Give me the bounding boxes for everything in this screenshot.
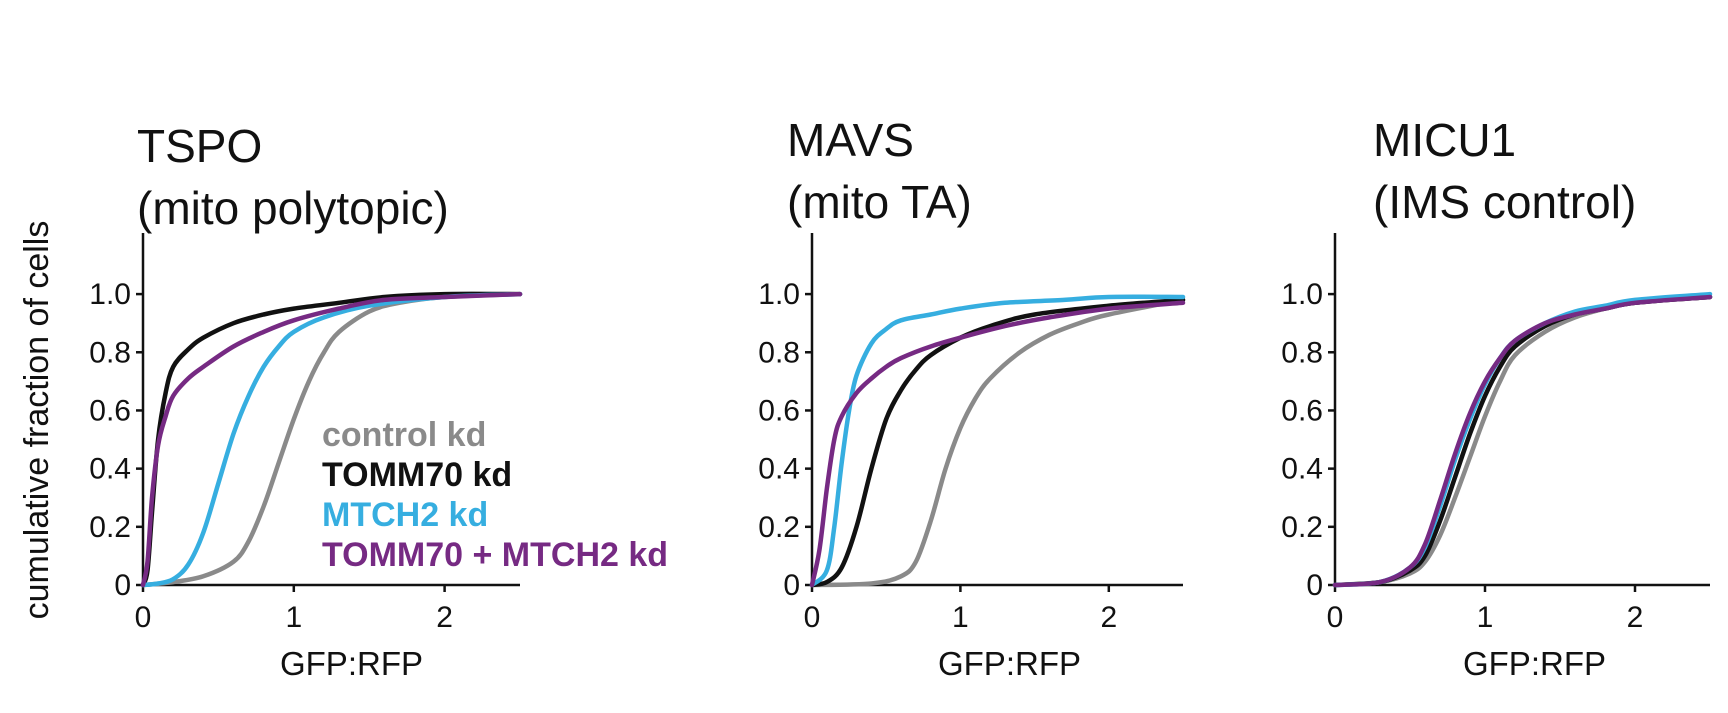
chart-panel-micu1: MICU1 (IMS control) 0 0.2 0.4 0.6 0.8 1.0 0 1 2 GFP… — [1281, 114, 1713, 682]
y-tick-label: 0 — [783, 569, 800, 602]
y-tick-label: 1.0 — [1281, 278, 1323, 311]
y-axis-label: cumulative fraction of cells — [18, 221, 56, 620]
legend-entry-control-kd: control kd — [322, 416, 486, 454]
x-tick-label: 1 — [285, 601, 302, 634]
series-line-tomm70-mtch2-kd-micu1 — [1332, 294, 1713, 588]
y-tick-label: 0 — [1306, 569, 1323, 602]
legend-entry-tomm70-mtch2-kd: TOMM70 + MTCH2 kd — [322, 536, 668, 574]
y-tick-label: 0.4 — [89, 453, 131, 486]
series-line-tomm70-mtch2-kd-mavs — [809, 300, 1186, 588]
y-tick-label: 0.8 — [758, 336, 800, 369]
legend-entry-mtch2-kd: MTCH2 kd — [322, 496, 488, 534]
series-line-tomm70-kd-mavs — [809, 297, 1186, 588]
y-tick-label: 0.2 — [1281, 511, 1323, 544]
series-line-control-kd-mavs — [809, 297, 1186, 588]
x-tick-label: 2 — [1627, 601, 1644, 634]
chart-title-tspo: TSPO — [137, 120, 262, 172]
chart-title-micu1: MICU1 — [1373, 114, 1516, 166]
y-tick-label: 0.6 — [89, 394, 131, 427]
y-tick-label: 0.8 — [89, 336, 131, 369]
x-tick-label: 0 — [804, 601, 821, 634]
y-tick-label: 0.2 — [758, 511, 800, 544]
series-line-tomm70-mtch2-kd-tspo — [140, 291, 523, 588]
chart-subtitle-mavs: (mito TA) — [787, 176, 972, 228]
x-axis-label-mavs: GFP:RFP — [938, 645, 1081, 682]
chart-panel-mavs: MAVS (mito TA) 0 0.2 0.4 0.6 0.8 1.0 0 1 2 GFP:RFP — [758, 114, 1186, 682]
x-axis-label-micu1: GFP:RFP — [1463, 645, 1606, 682]
x-tick-label: 2 — [436, 601, 453, 634]
chart-panels: TSPO(mito polytopic)00.20.40.60.81.00 1 2G… — [89, 114, 1713, 682]
y-tick-label: 0 — [114, 569, 131, 602]
x-tick-label: 2 — [1100, 601, 1117, 634]
y-tick-label: 0.4 — [1281, 453, 1323, 486]
y-tick-label: 0.6 — [1281, 394, 1323, 427]
legend-entry-tomm70-kd: TOMM70 kd — [322, 456, 512, 494]
x-tick-label: 1 — [1477, 601, 1494, 634]
y-tick-label: 0.2 — [89, 511, 131, 544]
y-tick-label: 0.8 — [1281, 336, 1323, 369]
x-axis-label-tspo: GFP:RFP — [280, 645, 423, 682]
y-tick-label: 1.0 — [758, 278, 800, 311]
series-line-mtch2-kd-mavs — [809, 294, 1186, 588]
chart-title-mavs: MAVS — [787, 114, 914, 166]
y-tick-label: 0.4 — [758, 453, 800, 486]
series-line-mtch2-kd-tspo — [140, 291, 523, 588]
x-tick-label: 0 — [135, 601, 152, 634]
chart-subtitle-tspo: (mito polytopic) — [137, 182, 449, 234]
x-tick-label: 0 — [1327, 601, 1344, 634]
y-tick-label: 0.6 — [758, 394, 800, 427]
chart-subtitle-micu1: (IMS control) — [1373, 176, 1636, 228]
x-tick-label: 1 — [952, 601, 969, 634]
series-line-tomm70-kd-micu1 — [1332, 294, 1713, 588]
chart-panel-tspo: TSPO (mito polytopic) 0 0.2 0.4 0.6 0.8 1.0 0 1 2G… — [89, 120, 668, 682]
y-tick-label: 1.0 — [89, 278, 131, 311]
